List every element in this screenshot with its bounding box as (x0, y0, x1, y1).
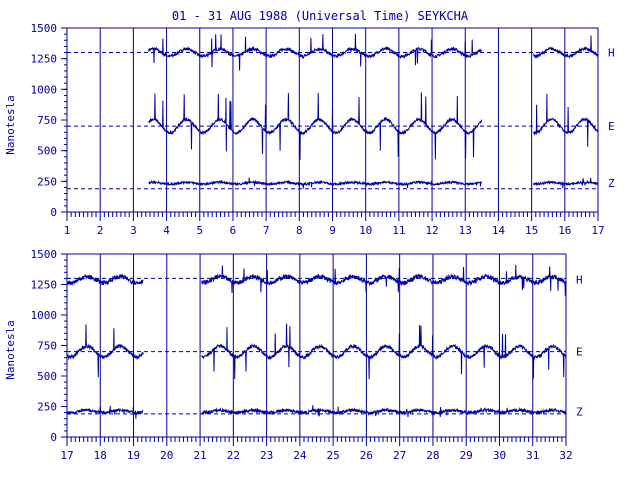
series-label-Z: Z (608, 177, 615, 190)
y-tick-label: 1500 (31, 22, 58, 35)
trace-Z-top (148, 177, 599, 189)
x-tick-label: 8 (296, 224, 303, 237)
panel-top: 1 2 3 4 5 6 7 8 9 10 11 12 13 14 15 16 17025050075010001… (31, 22, 616, 237)
x-tick-label: 15 (525, 224, 538, 237)
y-tick-label: 0 (50, 431, 57, 444)
x-tick-label: 18 (94, 449, 107, 462)
x-tick-label: 6 (230, 224, 237, 237)
x-tick-label: 7 (263, 224, 270, 237)
series-label-E: E (608, 120, 615, 133)
x-tick-label: 17 (60, 449, 73, 462)
chart-title: 01 - 31 AUG 1988 (Universal Time) SEYKCH… (172, 9, 469, 23)
panel-bottom: 17 18 19 20 21 22 23 24 25 26 27 28 29 30 31 32 0 250 500 7… (31, 248, 584, 462)
series-label-Z: Z (576, 405, 583, 418)
x-tick-label: 28 (426, 449, 439, 462)
x-tick-label: 24 (293, 449, 307, 462)
trace-H-top (148, 33, 599, 71)
y-tick-label: 250 (37, 401, 57, 414)
x-tick-label: 25 (327, 449, 340, 462)
series-label-E: E (576, 346, 583, 359)
series-label-H: H (576, 274, 583, 287)
trace-H-bottom (66, 264, 567, 296)
y-tick-label: 1250 (31, 53, 58, 66)
x-tick-label: 23 (260, 449, 273, 462)
y-tick-label: 750 (37, 114, 57, 127)
y-tick-label: 1250 (31, 279, 58, 292)
x-tick-label: 14 (492, 224, 506, 237)
y-tick-label: 750 (37, 340, 57, 353)
x-tick-label: 21 (193, 449, 206, 462)
x-tick-label: 5 (196, 224, 203, 237)
y-tick-label: 0 (50, 206, 57, 219)
x-tick-label: 27 (393, 449, 406, 462)
x-tick-label: 10 (359, 224, 372, 237)
x-tick-label: 30 (493, 449, 506, 462)
trace-E-bottom (66, 323, 567, 380)
x-tick-label: 9 (329, 224, 336, 237)
y-tick-label: 1500 (31, 248, 58, 261)
y-axis-label-bottom: Nanotesla (4, 320, 17, 380)
x-tick-label: 13 (459, 224, 472, 237)
y-axis-label-top: Nanotesla (4, 95, 17, 155)
trace-E-top (148, 92, 599, 160)
x-tick-label: 26 (360, 449, 373, 462)
y-tick-label: 500 (37, 370, 57, 383)
x-tick-label: 31 (526, 449, 539, 462)
series-label-H: H (608, 47, 615, 60)
x-tick-label: 4 (163, 224, 170, 237)
x-tick-label: 3 (130, 224, 137, 237)
x-tick-label: 11 (392, 224, 405, 237)
y-tick-label: 500 (37, 145, 57, 158)
x-tick-label: 19 (127, 449, 140, 462)
y-tick-label: 250 (37, 175, 57, 188)
y-tick-label: 1000 (31, 83, 58, 96)
x-tick-label: 2 (97, 224, 104, 237)
trace-Z-bottom (66, 405, 567, 419)
x-tick-label: 32 (559, 449, 572, 462)
x-tick-label: 17 (591, 224, 604, 237)
x-tick-label: 22 (227, 449, 240, 462)
y-tick-label: 1000 (31, 309, 58, 322)
x-tick-label: 29 (460, 449, 473, 462)
x-tick-label: 12 (425, 224, 438, 237)
x-tick-label: 20 (160, 449, 173, 462)
x-tick-label: 1 (64, 224, 71, 237)
x-tick-label: 16 (558, 224, 571, 237)
